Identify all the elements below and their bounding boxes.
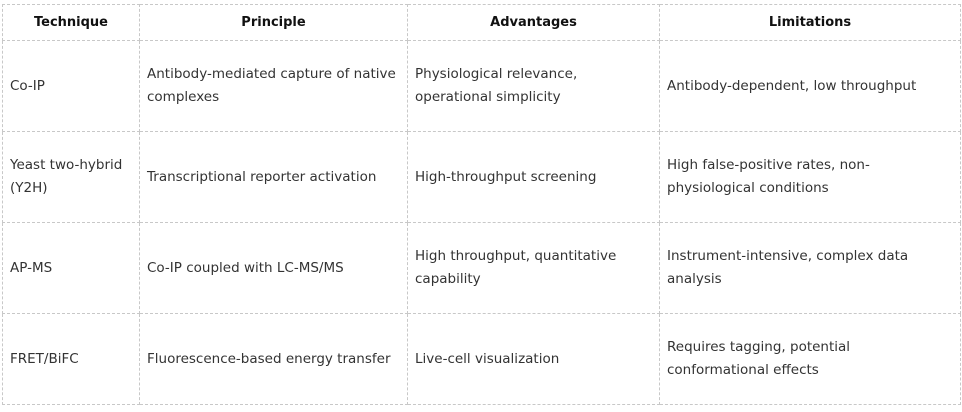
header-row: Technique Principle Advantages Limitatio… xyxy=(2,4,961,41)
cell-principle: Fluorescence-based energy transfer xyxy=(139,313,408,405)
table-row: Yeast two-hybrid (Y2H) Transcriptional re… xyxy=(2,131,961,223)
cell-limitations: Antibody-dependent, low throughput xyxy=(659,40,961,132)
table-row: FRET/BiFC Fluorescence-based energy trans… xyxy=(2,313,961,405)
table-row: AP-MS Co-IP coupled with LC-MS/MS High thr… xyxy=(2,222,961,314)
cell-technique: AP-MS xyxy=(2,222,140,314)
cell-advantages: High-throughput screening xyxy=(407,131,660,223)
cell-advantages: Physiological relevance, operational sim… xyxy=(407,40,660,132)
cell-technique: Yeast two-hybrid (Y2H) xyxy=(2,131,140,223)
table-row: Co-IP Antibody-mediated capture of native… xyxy=(2,40,961,132)
cell-technique: FRET/BiFC xyxy=(2,313,140,405)
cell-advantages: High throughput, quantitative capability xyxy=(407,222,660,314)
cell-limitations: Instrument-intensive, complex data analy… xyxy=(659,222,961,314)
cell-principle: Antibody-mediated capture of native comp… xyxy=(139,40,408,132)
cell-limitations: High false-positive rates, non-physiolog… xyxy=(659,131,961,223)
cell-advantages: Live-cell visualization xyxy=(407,313,660,405)
cell-principle: Transcriptional reporter activation xyxy=(139,131,408,223)
cell-principle: Co-IP coupled with LC-MS/MS xyxy=(139,222,408,314)
header-technique: Technique xyxy=(2,4,140,41)
header-principle: Principle xyxy=(139,4,408,41)
cell-limitations: Requires tagging, potential conformation… xyxy=(659,313,961,405)
cell-technique: Co-IP xyxy=(2,40,140,132)
header-advantages: Advantages xyxy=(407,4,660,41)
comparison-table: Technique Principle Advantages Limitatio… xyxy=(2,4,961,405)
header-limitations: Limitations xyxy=(659,4,961,41)
